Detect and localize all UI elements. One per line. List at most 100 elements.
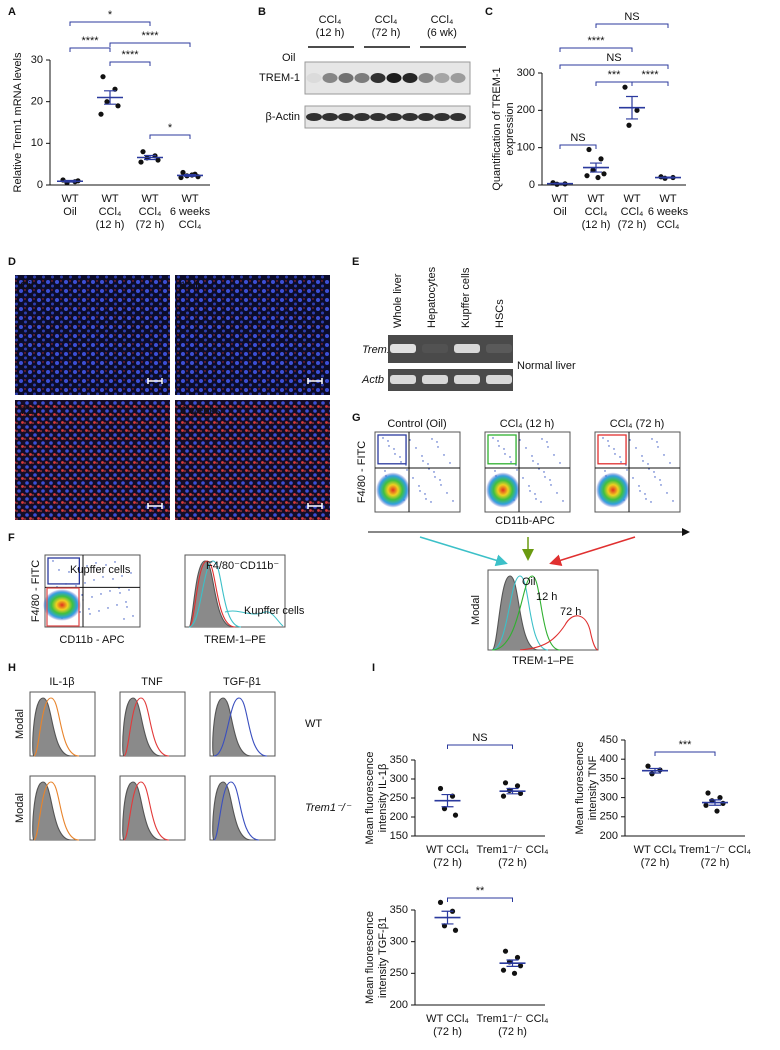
event — [114, 561, 116, 563]
x-tick-label: Oil — [63, 206, 76, 218]
event — [531, 455, 533, 457]
data-point — [703, 802, 709, 808]
significance-label: **** — [141, 30, 159, 42]
lane-label: Kupffer cells — [460, 267, 472, 328]
event — [125, 601, 127, 603]
y-tick-label: 350 — [600, 772, 618, 784]
significance-bracket — [109, 61, 151, 66]
significance-bracket — [559, 47, 633, 52]
y-axis-label: Mean fluorescence — [574, 742, 586, 835]
event — [112, 578, 114, 580]
histogram — [33, 697, 80, 757]
event — [128, 589, 130, 591]
band — [486, 344, 512, 353]
band — [454, 344, 480, 353]
lane-group: CCl₄ — [319, 14, 342, 26]
event — [81, 594, 83, 596]
band — [402, 73, 418, 83]
band — [322, 113, 338, 121]
error-bar — [64, 179, 76, 183]
x-tick-label: 6 weeks — [170, 206, 211, 218]
axis-label: TREM-1–PE — [204, 634, 266, 646]
event — [88, 608, 90, 610]
event — [632, 477, 634, 479]
significance-bracket — [559, 64, 669, 69]
significance-bracket — [654, 751, 716, 756]
x-tick-label: Trem1⁻/⁻ CCl₄ — [477, 844, 549, 856]
y-tick-label: 250 — [600, 811, 618, 823]
event — [607, 440, 609, 442]
event — [538, 468, 540, 470]
x-tick-label: WT — [141, 193, 158, 205]
data-point — [717, 795, 723, 801]
event — [532, 460, 534, 462]
event — [95, 562, 97, 564]
data-point — [138, 159, 144, 165]
band — [390, 375, 416, 384]
data-point — [115, 103, 121, 109]
axis-label: F4/80 - FITC — [356, 441, 368, 503]
band — [354, 113, 370, 121]
y-tick-label: 30 — [31, 54, 43, 66]
event — [620, 461, 622, 463]
event — [519, 439, 521, 441]
arrow — [419, 536, 508, 567]
event — [638, 485, 640, 487]
event — [550, 484, 552, 486]
data-point — [634, 107, 640, 113]
event — [121, 575, 123, 577]
x-tick-label: CCl₄ — [139, 206, 162, 218]
data-point — [584, 173, 590, 179]
error-bar — [441, 793, 454, 808]
isotype-histogram — [188, 560, 234, 628]
x-tick-label: 6 weeks — [648, 206, 689, 218]
event — [556, 492, 558, 494]
y-tick-label: 250 — [390, 967, 408, 979]
density — [486, 472, 520, 508]
event — [77, 568, 79, 570]
y-tick-label: 150 — [390, 830, 408, 842]
y-tick-label: 450 — [600, 734, 618, 746]
band — [386, 73, 402, 83]
arrow — [549, 536, 636, 567]
y-axis-label: Mean fluorescence — [364, 752, 376, 845]
data-point — [502, 780, 509, 786]
histogram — [491, 575, 561, 651]
data-point — [441, 806, 448, 812]
data-point — [598, 156, 604, 162]
band — [402, 113, 418, 121]
scale-bar — [307, 503, 323, 509]
y-tick-label: 0 — [37, 179, 43, 191]
data-point — [511, 970, 518, 976]
error-bar — [662, 176, 674, 179]
band — [338, 113, 354, 121]
x-tick-label: WT CCl₄ — [426, 1013, 469, 1025]
event — [86, 565, 88, 567]
event — [540, 501, 542, 503]
x-tick-label: WT — [659, 193, 676, 205]
event — [437, 446, 439, 448]
event — [543, 471, 545, 473]
data-point — [502, 948, 509, 954]
histogram — [213, 781, 260, 841]
x-tick-label: WT — [61, 193, 78, 205]
x-tick-label: WT — [587, 193, 604, 205]
plot-title: CCl₄ (72 h) — [610, 418, 665, 430]
band — [454, 375, 480, 384]
event — [116, 604, 118, 606]
significance-label: * — [108, 9, 113, 21]
row-label: TREM-1 — [259, 72, 300, 84]
event — [132, 615, 134, 617]
y-tick-label: 10 — [31, 137, 43, 149]
event — [672, 500, 674, 502]
band — [338, 73, 354, 83]
event — [415, 447, 417, 449]
annotation: Normal liver — [517, 360, 576, 372]
panel-letter: G — [352, 412, 361, 424]
micrograph — [15, 275, 170, 395]
event — [656, 441, 658, 443]
x-tick-label: CCl₄ — [179, 219, 202, 231]
data-point — [155, 157, 161, 163]
marker-label: TGF-β1 — [223, 676, 261, 688]
